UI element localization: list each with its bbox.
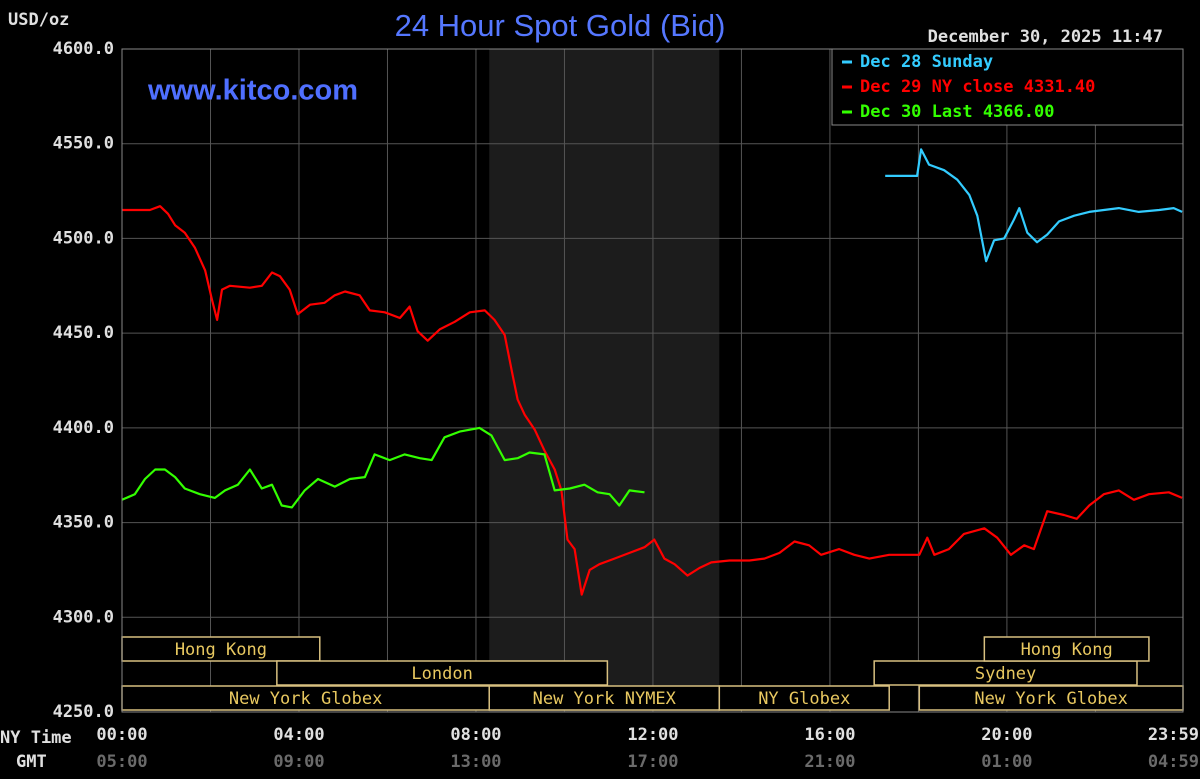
y-tick-label: 4450.0	[53, 323, 114, 343]
session-bar	[918, 685, 1184, 711]
session-bar	[718, 685, 890, 711]
session-bar	[488, 685, 721, 711]
legend-box	[831, 48, 1184, 126]
y-tick-label: 4350.0	[53, 513, 114, 533]
x-tick-label: 23:59	[1148, 725, 1199, 745]
x-tick-label: 12:00	[627, 725, 678, 745]
plot-frame	[121, 48, 1184, 713]
series-line	[122, 205, 1183, 596]
x-tick-label: 04:00	[273, 725, 324, 745]
session-label: New York Globex	[229, 689, 383, 709]
series-line	[885, 148, 1183, 263]
x-row-label: NY Time	[0, 728, 72, 748]
x-tick-label: 20:00	[981, 725, 1032, 745]
x-tick-label: 00:00	[96, 725, 147, 745]
session-bar	[873, 660, 1138, 686]
x-tick-label-gmt: 21:00	[804, 752, 855, 772]
x-tick-label-gmt: 01:00	[981, 752, 1032, 772]
y-tick-label: 4600.0	[53, 39, 114, 59]
session-label: NY Globex	[758, 689, 850, 709]
timestamp: December 30, 2025 11:47	[928, 27, 1163, 47]
session-label: London	[411, 664, 472, 684]
legend-label: Dec 30 Last 4366.00	[860, 102, 1054, 122]
series-line	[121, 426, 645, 509]
watermark: www.kitco.com	[147, 75, 358, 107]
session-label: New York NYMEX	[533, 689, 677, 709]
chart-title: 24 Hour Spot Gold (Bid)	[395, 8, 726, 43]
y-tick-label: 4250.0	[53, 702, 114, 722]
session-label: Sydney	[975, 664, 1036, 684]
x-tick-label-gmt: 17:00	[627, 752, 678, 772]
session-bar	[276, 660, 609, 686]
x-tick-label: 08:00	[450, 725, 501, 745]
legend-label: Dec 29 NY close 4331.40	[860, 77, 1095, 97]
x-tick-label: 16:00	[804, 725, 855, 745]
session-shade	[489, 49, 720, 712]
x-tick-label-gmt: 04:59	[1148, 752, 1199, 772]
x-tick-label-gmt: 13:00	[450, 752, 501, 772]
x-tick-label-gmt: 05:00	[96, 752, 147, 772]
session-label: Hong Kong	[175, 640, 267, 660]
session-bar	[983, 636, 1150, 662]
x-tick-label-gmt: 09:00	[273, 752, 324, 772]
y-tick-label: 4300.0	[53, 607, 114, 627]
legend-label: Dec 28 Sunday	[860, 52, 993, 72]
y-axis-label: USD/oz	[8, 10, 69, 30]
y-tick-label: 4500.0	[53, 228, 114, 248]
session-label: New York Globex	[974, 689, 1128, 709]
y-tick-label: 4550.0	[53, 134, 114, 154]
x-row-label: GMT	[16, 752, 47, 772]
y-tick-label: 4400.0	[53, 418, 114, 438]
session-label: Hong Kong	[1021, 640, 1113, 660]
